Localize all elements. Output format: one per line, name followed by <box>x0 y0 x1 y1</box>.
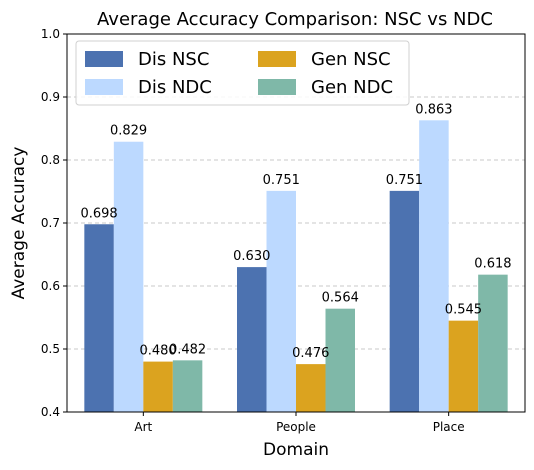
y-tick-label: 0.6 <box>41 279 60 293</box>
bar-gen-nsc-place <box>448 320 479 412</box>
bars <box>84 120 508 413</box>
y-tick-label: 0.5 <box>41 342 60 356</box>
x-tick-label: Art <box>134 420 152 434</box>
y-tick-label: 1.0 <box>41 27 60 41</box>
legend-swatch <box>85 51 123 67</box>
bar-gen-ndc-place <box>478 274 508 412</box>
data-label: 0.863 <box>415 102 452 117</box>
legend-swatch <box>258 79 296 95</box>
legend-label: Dis NDC <box>138 77 212 98</box>
y-tick-label: 0.7 <box>41 216 60 230</box>
legend: Dis NSC Dis NDC Gen NSC Gen NDC <box>75 40 410 106</box>
legend-swatch <box>258 51 296 67</box>
bar-dis-ndc-place <box>419 120 449 412</box>
y-tick-label: 0.4 <box>41 405 60 419</box>
legend-label: Gen NDC <box>311 77 393 98</box>
y-tick-label: 0.9 <box>41 90 60 104</box>
bar-gen-ndc-people <box>325 308 355 412</box>
legend-label: Dis NSC <box>138 49 209 70</box>
bar-dis-nsc-art <box>84 224 114 412</box>
data-label: 0.618 <box>474 257 511 272</box>
bar-dis-ndc-art <box>113 141 144 413</box>
data-label: 0.698 <box>80 206 117 221</box>
bar-gen-nsc-people <box>296 364 326 412</box>
data-label: 0.476 <box>292 346 329 361</box>
data-label: 0.751 <box>386 173 423 188</box>
bar-dis-nsc-people <box>237 267 267 412</box>
legend-box <box>75 40 410 106</box>
y-axis-title: Average Accuracy <box>9 147 29 300</box>
data-label: 0.829 <box>110 124 147 139</box>
y-tick-label: 0.8 <box>41 153 60 167</box>
x-axis-title: Domain <box>263 440 329 460</box>
bar-dis-ndc-people <box>266 190 296 412</box>
bar-dis-nsc-place <box>389 190 420 412</box>
data-label: 0.630 <box>233 249 270 264</box>
data-label: 0.480 <box>139 344 176 359</box>
x-tick-label: People <box>276 420 316 434</box>
legend-swatch <box>85 79 123 95</box>
data-label: 0.545 <box>445 303 482 318</box>
x-axis: Art People Place <box>134 412 465 434</box>
legend-label: Gen NSC <box>311 49 391 70</box>
y-axis: 0.4 0.5 0.6 0.7 0.8 0.9 1.0 <box>41 27 67 419</box>
data-label: 0.564 <box>322 291 359 306</box>
data-label: 0.482 <box>169 342 206 357</box>
bar-gen-ndc-art <box>172 360 203 412</box>
bar-gen-nsc-art <box>143 361 173 412</box>
chart-title: Average Accuracy Comparison: NSC vs NDC <box>97 9 493 30</box>
data-label: 0.751 <box>263 173 300 188</box>
x-tick-label: Place <box>433 420 465 434</box>
